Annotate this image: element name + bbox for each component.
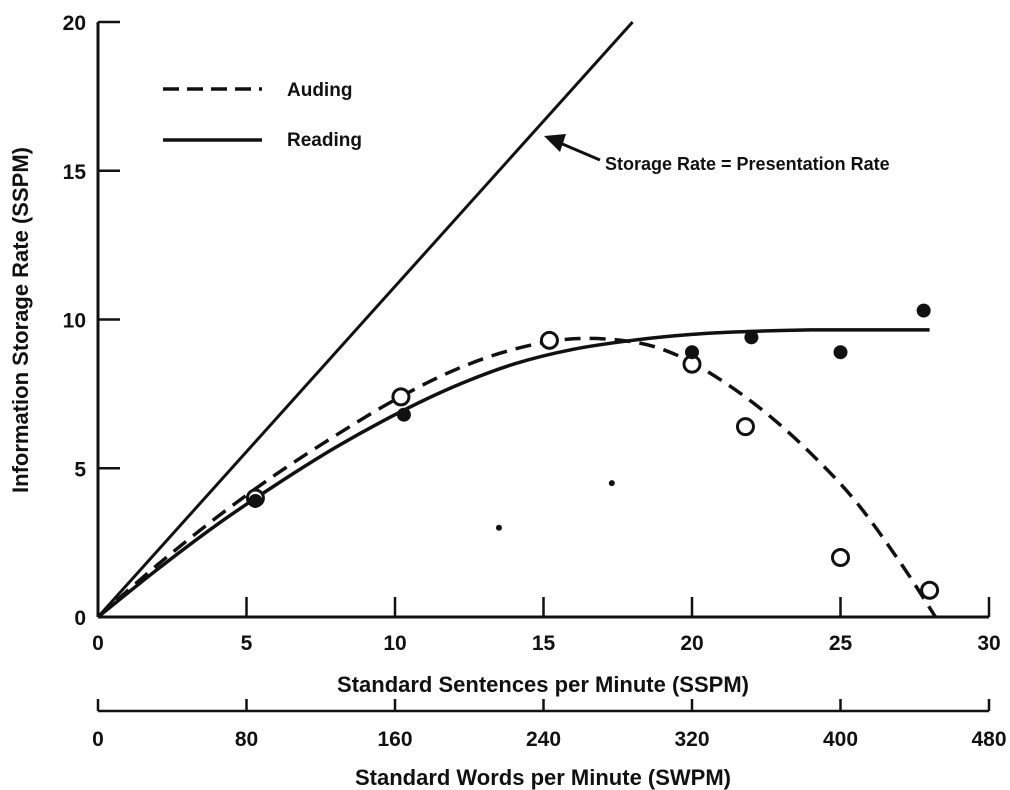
auding-point (391, 387, 411, 407)
tick-marks (96, 20, 991, 711)
data-points (245, 303, 940, 600)
x-tick-label: 5 (241, 632, 253, 655)
reading-point (248, 493, 263, 508)
annotation-arrow-head (544, 134, 566, 152)
x-tick-label: 0 (92, 632, 104, 655)
secondary-x-tick-label: 0 (92, 728, 104, 751)
y-tick-label: 20 (63, 12, 86, 35)
annotation-arrow-shaft (559, 141, 601, 162)
secondary-x-axis-title: Standard Words per Minute (SWPM) (355, 765, 731, 790)
curves (96, 20, 937, 619)
legend: Auding Reading (163, 80, 362, 151)
legend-label-reading: Reading (287, 130, 362, 151)
secondary-x-tick-label: 400 (823, 728, 858, 751)
reading-curve (96, 328, 930, 619)
reading-point (744, 330, 759, 345)
legend-label-auding: Auding (287, 80, 352, 101)
y-tick-label: 0 (74, 607, 86, 630)
annotation-label: Storage Rate = Presentation Rate (605, 154, 890, 174)
auding-point (735, 417, 755, 437)
reading-point (916, 303, 931, 318)
reading-point (833, 345, 848, 360)
x-axis-title: Standard Sentences per Minute (SSPM) (337, 672, 749, 697)
secondary-x-tick-label: 320 (674, 728, 709, 751)
y-tick-label: 5 (74, 458, 86, 481)
secondary-x-tick-label: 80 (235, 728, 258, 751)
x-tick-label: 15 (532, 632, 556, 655)
auding-point (831, 548, 850, 567)
auding-curve (96, 336, 937, 619)
secondary-x-tick-label: 480 (971, 728, 1006, 751)
reading-point (396, 407, 411, 422)
reading-point (685, 345, 699, 360)
tick-labels: 0 5 10 15 20 0 5 10 15 20 25 30 0 80 160 240 320 400 480 (63, 12, 1007, 751)
y-axis-title: Information Storage Rate (SSPM) (8, 147, 33, 493)
annotation: Storage Rate = Presentation Rate (544, 134, 890, 174)
auding-point (539, 330, 559, 350)
stray-mark (608, 480, 615, 487)
x-tick-label: 30 (977, 632, 1000, 655)
identity-line (96, 20, 634, 619)
x-tick-label: 10 (383, 632, 406, 655)
x-tick-label: 20 (680, 632, 703, 655)
y-tick-label: 15 (63, 161, 87, 184)
stray-mark (495, 524, 502, 531)
x-tick-label: 25 (829, 632, 853, 655)
y-tick-label: 10 (63, 310, 86, 333)
auding-point (920, 580, 940, 600)
secondary-x-tick-label: 160 (377, 728, 412, 751)
secondary-x-tick-label: 240 (526, 728, 561, 751)
